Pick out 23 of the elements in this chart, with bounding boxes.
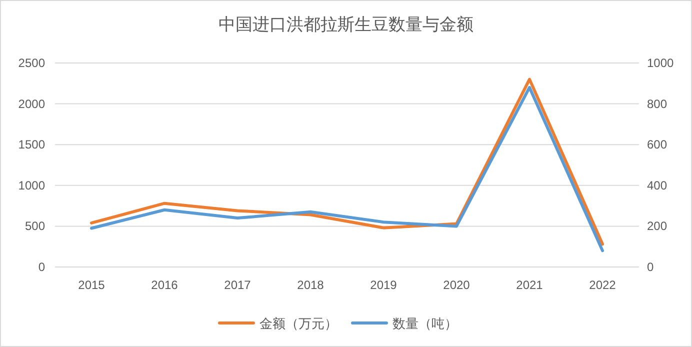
legend-label: 数量（吨） bbox=[392, 316, 458, 331]
y-tick-label: 2000 bbox=[18, 96, 46, 111]
x-tick-label: 2015 bbox=[78, 278, 106, 292]
y-tick-label: 500 bbox=[24, 219, 46, 234]
x-tick-label: 2018 bbox=[297, 278, 324, 292]
y2-tick-label: 1000 bbox=[647, 56, 674, 70]
y2-tick-label: 400 bbox=[647, 178, 668, 192]
chart-title: 中国进口洪都拉斯生豆数量与金额 bbox=[218, 15, 474, 34]
y2-tick-label: 600 bbox=[647, 138, 668, 152]
y2-tick-label: 200 bbox=[647, 219, 668, 234]
x-tick-label: 2021 bbox=[516, 278, 544, 292]
y2-tick-label: 0 bbox=[647, 260, 654, 274]
x-tick-label: 2020 bbox=[443, 278, 470, 292]
x-tick-label: 2022 bbox=[589, 278, 616, 292]
x-tick-label: 2019 bbox=[370, 278, 398, 292]
y-tick-label: 1000 bbox=[18, 178, 46, 192]
x-tick-label: 2017 bbox=[224, 278, 252, 292]
y-tick-label: 0 bbox=[38, 260, 46, 274]
x-tick-label: 2016 bbox=[151, 278, 178, 292]
legend-label: 金额（万元） bbox=[260, 316, 338, 331]
y-tick-label: 1500 bbox=[18, 138, 46, 152]
y2-tick-label: 800 bbox=[647, 96, 668, 111]
y-tick-label: 2500 bbox=[18, 56, 46, 70]
